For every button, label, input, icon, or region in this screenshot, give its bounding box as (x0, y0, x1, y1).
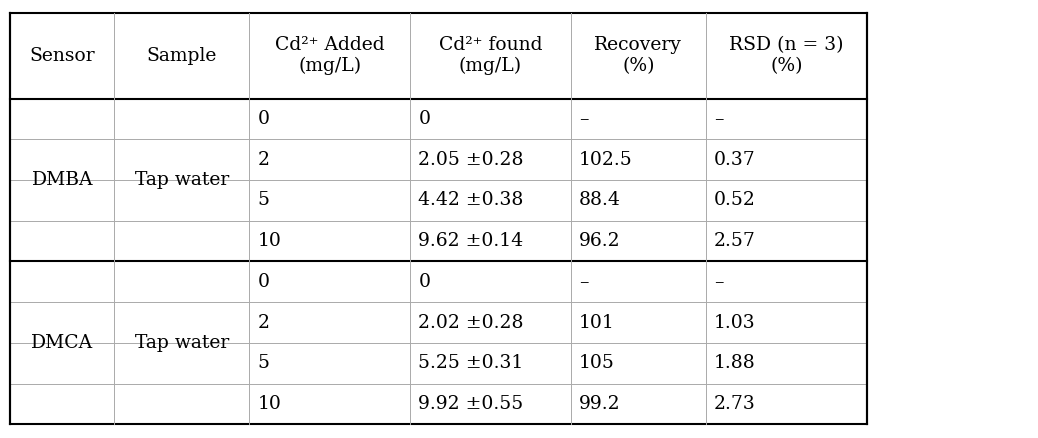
Text: 99.2: 99.2 (579, 395, 621, 413)
Text: 0: 0 (257, 273, 270, 291)
Text: 9.62 ±0.14: 9.62 ±0.14 (418, 232, 523, 250)
Text: 96.2: 96.2 (579, 232, 621, 250)
Text: –: – (579, 273, 589, 291)
Text: 4.42 ±0.38: 4.42 ±0.38 (418, 191, 524, 209)
Text: 0: 0 (257, 110, 270, 128)
Text: 0: 0 (418, 110, 431, 128)
Text: –: – (714, 273, 723, 291)
Text: Cd²⁺ found
(mg/L): Cd²⁺ found (mg/L) (439, 36, 542, 75)
Text: 2.05 ±0.28: 2.05 ±0.28 (418, 151, 524, 169)
Text: RSD (n = 3)
(%): RSD (n = 3) (%) (729, 36, 844, 75)
Text: Sample: Sample (146, 47, 217, 65)
Text: DMBA: DMBA (31, 171, 93, 189)
Text: 2.73: 2.73 (714, 395, 756, 413)
Text: Tap water: Tap water (135, 334, 228, 352)
Text: 2.02 ±0.28: 2.02 ±0.28 (418, 314, 524, 332)
Text: 105: 105 (579, 354, 616, 372)
Text: 0.37: 0.37 (714, 151, 756, 169)
Text: 2.57: 2.57 (714, 232, 756, 250)
Text: –: – (714, 110, 723, 128)
Text: 10: 10 (257, 395, 281, 413)
Text: 102.5: 102.5 (579, 151, 633, 169)
Text: 88.4: 88.4 (579, 191, 621, 209)
Text: Tap water: Tap water (135, 171, 228, 189)
Text: 2: 2 (257, 314, 270, 332)
Text: Recovery
(%): Recovery (%) (595, 36, 682, 75)
Text: Sensor: Sensor (29, 47, 95, 65)
Text: 101: 101 (579, 314, 614, 332)
Text: 0.52: 0.52 (714, 191, 756, 209)
Text: 9.92 ±0.55: 9.92 ±0.55 (418, 395, 523, 413)
Text: 5: 5 (257, 191, 270, 209)
Text: 10: 10 (257, 232, 281, 250)
Text: 5.25 ±0.31: 5.25 ±0.31 (418, 354, 523, 372)
Text: Cd²⁺ Added
(mg/L): Cd²⁺ Added (mg/L) (275, 36, 384, 75)
Text: 5: 5 (257, 354, 270, 372)
Text: 1.03: 1.03 (714, 314, 756, 332)
Text: –: – (579, 110, 589, 128)
Text: DMCA: DMCA (31, 334, 93, 352)
Text: 0: 0 (418, 273, 431, 291)
Text: 2: 2 (257, 151, 270, 169)
Text: 1.88: 1.88 (714, 354, 756, 372)
